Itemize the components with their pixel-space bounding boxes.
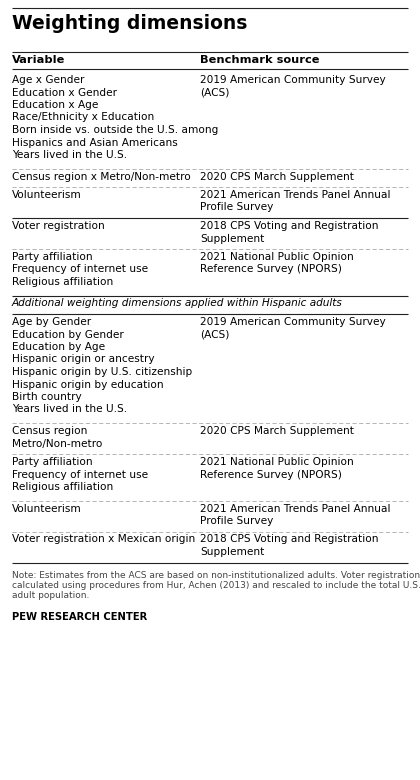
Text: Note: Estimates from the ACS are based on non-institutionalized adults. Voter re: Note: Estimates from the ACS are based o… xyxy=(12,570,420,580)
Text: calculated using procedures from Hur, Achen (2013) and rescaled to include the t: calculated using procedures from Hur, Ac… xyxy=(12,581,420,590)
Text: 2019 American Community Survey: 2019 American Community Survey xyxy=(200,75,386,85)
Text: 2021 National Public Opinion: 2021 National Public Opinion xyxy=(200,252,354,262)
Text: Variable: Variable xyxy=(12,55,66,65)
Text: Born inside vs. outside the U.S. among: Born inside vs. outside the U.S. among xyxy=(12,125,218,135)
Text: Age by Gender: Age by Gender xyxy=(12,317,91,327)
Text: Birth country: Birth country xyxy=(12,392,82,402)
Text: Hispanic origin or ancestry: Hispanic origin or ancestry xyxy=(12,354,155,364)
Text: Years lived in the U.S.: Years lived in the U.S. xyxy=(12,405,127,414)
Text: Education by Gender: Education by Gender xyxy=(12,329,124,339)
Text: Frequency of internet use: Frequency of internet use xyxy=(12,470,148,480)
Text: Years lived in the U.S.: Years lived in the U.S. xyxy=(12,150,127,160)
Text: PEW RESEARCH CENTER: PEW RESEARCH CENTER xyxy=(12,612,147,622)
Text: 2021 National Public Opinion: 2021 National Public Opinion xyxy=(200,457,354,467)
Text: Race/Ethnicity x Education: Race/Ethnicity x Education xyxy=(12,112,154,122)
Text: (ACS): (ACS) xyxy=(200,329,229,339)
Text: Benchmark source: Benchmark source xyxy=(200,55,320,65)
Text: Party affiliation: Party affiliation xyxy=(12,252,93,262)
Text: Frequency of internet use: Frequency of internet use xyxy=(12,264,148,275)
Text: Metro/Non-metro: Metro/Non-metro xyxy=(12,438,102,448)
Text: Reference Survey (NPORS): Reference Survey (NPORS) xyxy=(200,264,342,275)
Text: Voter registration: Voter registration xyxy=(12,221,105,231)
Text: Census region x Metro/Non-metro: Census region x Metro/Non-metro xyxy=(12,172,191,182)
Text: Voter registration x Mexican origin: Voter registration x Mexican origin xyxy=(12,534,195,544)
Text: Party affiliation: Party affiliation xyxy=(12,457,93,467)
Text: (ACS): (ACS) xyxy=(200,87,229,98)
Text: 2018 CPS Voting and Registration: 2018 CPS Voting and Registration xyxy=(200,534,378,544)
Text: Hispanics and Asian Americans: Hispanics and Asian Americans xyxy=(12,137,178,147)
Text: 2020 CPS March Supplement: 2020 CPS March Supplement xyxy=(200,426,354,436)
Text: Profile Survey: Profile Survey xyxy=(200,203,273,212)
Text: Additional weighting dimensions applied within Hispanic adults: Additional weighting dimensions applied … xyxy=(12,299,343,309)
Text: 2019 American Community Survey: 2019 American Community Survey xyxy=(200,317,386,327)
Text: Hispanic origin by U.S. citizenship: Hispanic origin by U.S. citizenship xyxy=(12,367,192,377)
Text: Profile Survey: Profile Survey xyxy=(200,516,273,526)
Text: Education x Age: Education x Age xyxy=(12,100,98,110)
Text: Volunteerism: Volunteerism xyxy=(12,190,82,200)
Text: Weighting dimensions: Weighting dimensions xyxy=(12,14,247,33)
Text: adult population.: adult population. xyxy=(12,591,89,601)
Text: Hispanic origin by education: Hispanic origin by education xyxy=(12,380,164,389)
Text: 2020 CPS March Supplement: 2020 CPS March Supplement xyxy=(200,172,354,182)
Text: Religious affiliation: Religious affiliation xyxy=(12,482,113,492)
Text: Reference Survey (NPORS): Reference Survey (NPORS) xyxy=(200,470,342,480)
Text: Age x Gender: Age x Gender xyxy=(12,75,84,85)
Text: Volunteerism: Volunteerism xyxy=(12,504,82,513)
Text: Education x Gender: Education x Gender xyxy=(12,87,117,98)
Text: Supplement: Supplement xyxy=(200,233,264,243)
Text: 2018 CPS Voting and Registration: 2018 CPS Voting and Registration xyxy=(200,221,378,231)
Text: Census region: Census region xyxy=(12,426,87,436)
Text: 2021 American Trends Panel Annual: 2021 American Trends Panel Annual xyxy=(200,504,391,513)
Text: 2021 American Trends Panel Annual: 2021 American Trends Panel Annual xyxy=(200,190,391,200)
Text: Supplement: Supplement xyxy=(200,547,264,557)
Text: Education by Age: Education by Age xyxy=(12,342,105,352)
Text: Religious affiliation: Religious affiliation xyxy=(12,277,113,287)
